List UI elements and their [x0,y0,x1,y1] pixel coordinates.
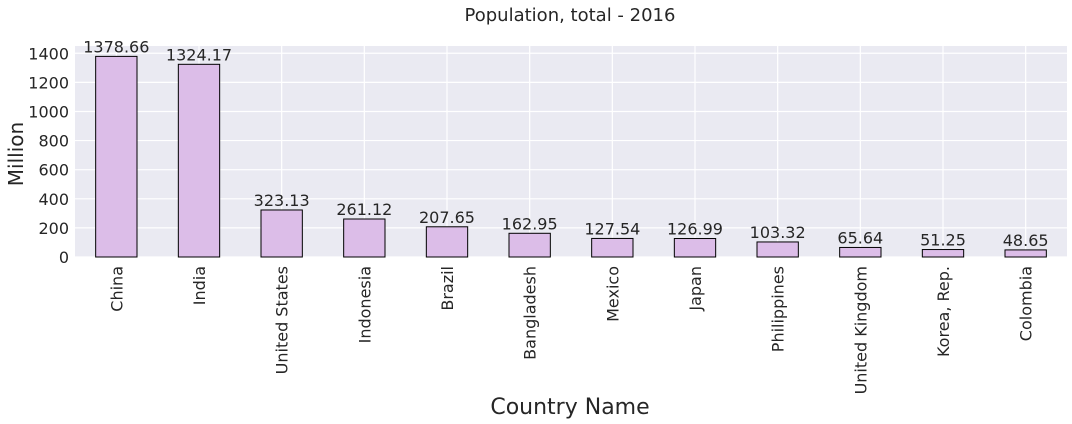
x-tick-label: Colombia [1017,266,1036,341]
x-tick-label: Japan [686,266,705,312]
bar [508,232,551,258]
bar [673,238,717,258]
x-tick-label: Brazil [438,266,457,311]
x-tick-label: Bangladesh [521,266,540,360]
bar-value-label: 65.64 [837,228,883,247]
bar [425,226,469,258]
bar-value-label: 162.95 [502,214,558,233]
y-axis-ticks: 0 200 400 600 800 1000 1200 1400 [28,44,69,267]
x-tick-label: Philippines [769,266,788,352]
bar-value-label: 48.65 [1003,231,1049,250]
y-tick-label: 1400 [28,44,69,63]
y-tick-label: 0 [59,248,69,267]
bar-value-label: 126.99 [667,220,723,239]
bar [921,249,965,258]
y-tick-label: 600 [38,161,69,180]
y-tick-label: 400 [38,190,69,209]
bar-value-label: 261.12 [336,200,392,219]
bar-value-label: 1378.66 [83,37,149,56]
bar [177,63,221,258]
y-tick-label: 800 [38,132,69,151]
x-tick-label: United Kingdom [851,266,870,394]
chart-title: Population, total - 2016 [465,5,676,26]
plot-area [75,46,1067,257]
y-axis-title: Million [4,122,28,186]
gridlines [75,46,1067,258]
y-tick-label: 200 [38,219,69,238]
data-labels: 1378.66 1324.17 323.13 261.12 207.65 162.95 12… [83,37,1048,250]
bar [95,55,138,258]
x-tick-label: Korea, Rep. [934,266,953,357]
x-tick-label: United States [273,266,292,374]
bar-value-label: 127.54 [584,219,640,238]
bar [591,237,634,258]
y-tick-label: 1000 [28,102,69,121]
bar [1004,249,1047,258]
x-tick-label: China [107,266,126,312]
bar-value-label: 51.25 [920,231,966,250]
x-tick-label: Mexico [603,266,622,322]
bar-value-label: 323.13 [254,191,310,210]
bar [260,209,303,258]
bar-value-label: 207.65 [419,208,475,227]
bar-value-label: 103.32 [750,223,806,242]
x-tick-label: Indonesia [355,266,374,343]
bar [343,218,386,258]
bar [756,241,799,258]
x-tick-label: India [190,266,209,305]
bar-value-label: 1324.17 [166,45,232,64]
bar [839,246,882,258]
y-tick-label: 1200 [28,73,69,92]
x-axis-ticks: China India United States Indonesia Brazil Ba… [107,266,1035,394]
bars [95,55,1047,258]
x-axis-title: Country Name [490,395,649,420]
